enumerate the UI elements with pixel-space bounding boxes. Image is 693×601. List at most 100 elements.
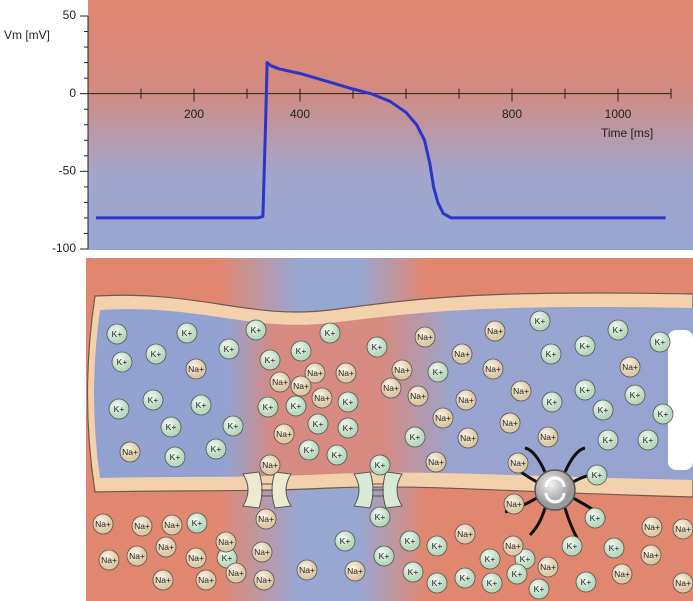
ion-label: Na+ <box>188 553 204 563</box>
ion-circle <box>537 426 559 448</box>
ion: K+ <box>373 545 395 567</box>
ion-label: Na+ <box>622 362 638 372</box>
ion: Na+ <box>537 426 559 448</box>
ion: K+ <box>186 512 208 534</box>
ion: Na+ <box>161 514 183 536</box>
ion: K+ <box>366 336 388 358</box>
ion: Na+ <box>335 362 357 384</box>
ion-label: K+ <box>598 405 609 415</box>
ion-circle <box>507 452 529 474</box>
ion-circle <box>607 319 629 341</box>
ion: Na+ <box>414 326 436 348</box>
ion-label: Na+ <box>502 418 518 428</box>
ion: Na+ <box>425 451 447 473</box>
ion: Na+ <box>255 508 277 530</box>
ion-circle <box>218 338 240 360</box>
channel-gate <box>372 483 384 497</box>
ion-circle <box>106 323 128 345</box>
ion-circle <box>111 351 133 373</box>
ion: K+ <box>307 413 329 435</box>
ion: Na+ <box>380 377 402 399</box>
ion: K+ <box>218 338 240 360</box>
ion-circle <box>672 572 693 594</box>
ion-label: Na+ <box>272 377 288 387</box>
ion-label: K+ <box>567 541 578 551</box>
ion-circle <box>366 336 388 358</box>
ion-circle <box>253 569 275 591</box>
ion: Na+ <box>98 549 120 571</box>
ion: K+ <box>597 429 619 451</box>
ion-circle <box>126 545 148 567</box>
ion-label: Na+ <box>158 542 174 552</box>
ion-label: Na+ <box>164 520 180 530</box>
ion-circle <box>541 391 563 413</box>
ion-label: Na+ <box>122 447 138 457</box>
ion: K+ <box>561 535 583 557</box>
ion: K+ <box>402 561 424 583</box>
x-tick-label: 800 <box>502 107 522 121</box>
ion-label: K+ <box>304 445 315 455</box>
channel-gate <box>261 483 273 497</box>
ion: K+ <box>652 403 674 425</box>
na-channel <box>242 471 292 509</box>
ion-circle <box>484 320 506 342</box>
ion: K+ <box>528 578 550 600</box>
ion-label: Na+ <box>258 514 274 524</box>
ion-circle <box>637 429 659 451</box>
ion-circle <box>142 389 164 411</box>
ion-label: K+ <box>580 341 591 351</box>
ion-circle <box>649 331 671 353</box>
x-axis-label: Time [ms] <box>601 126 653 140</box>
ion-label: Na+ <box>314 393 330 403</box>
ion: K+ <box>637 429 659 451</box>
ion: Na+ <box>455 389 477 411</box>
ion-circle <box>222 415 244 437</box>
ion-label: K+ <box>630 390 641 400</box>
ion-label: K+ <box>581 577 592 587</box>
ion: K+ <box>586 464 608 486</box>
ion-label: K+ <box>166 422 177 432</box>
ion-label: K+ <box>228 421 239 431</box>
ion-circle <box>561 535 583 557</box>
ion-circle <box>185 358 207 380</box>
ion-circle <box>164 446 186 468</box>
ion: Na+ <box>502 535 524 557</box>
ion-label: Na+ <box>643 550 659 560</box>
ion: Na+ <box>185 358 207 380</box>
ion-label: K+ <box>592 470 603 480</box>
ion-label: K+ <box>372 342 383 352</box>
ion: K+ <box>326 444 348 466</box>
ion: Na+ <box>259 454 281 476</box>
ion-circle <box>586 464 608 486</box>
ion: K+ <box>334 530 356 552</box>
ion: Na+ <box>269 371 291 393</box>
ion-label: Na+ <box>485 364 501 374</box>
ion: K+ <box>176 322 198 344</box>
ion-label: K+ <box>325 328 336 338</box>
ion: K+ <box>529 310 551 332</box>
ion-circle <box>326 444 348 466</box>
ion-label: Na+ <box>458 395 474 405</box>
ion-circle <box>574 379 596 401</box>
ion-circle <box>402 561 424 583</box>
ion-label: Na+ <box>198 575 214 585</box>
ion-label: Na+ <box>410 391 426 401</box>
y-tick-label: -50 <box>59 164 77 178</box>
ions: K+ K+ K+ K+ K+ K+ K+ K+ K+ K+ K+ K+ K+ K+ K+ K+ K+ K+ K+ K+… <box>92 310 693 600</box>
ion-circle <box>369 506 391 528</box>
ion: K+ <box>108 398 130 420</box>
ion-circle <box>479 548 501 570</box>
ion: K+ <box>142 389 164 411</box>
ion: Na+ <box>131 515 153 537</box>
ion-label: K+ <box>408 567 419 577</box>
ion: K+ <box>541 391 563 413</box>
ion-circle <box>502 535 524 557</box>
ion: Na+ <box>619 356 641 378</box>
ion-label: Na+ <box>256 575 272 585</box>
ion: K+ <box>164 446 186 468</box>
ion-label: K+ <box>546 349 557 359</box>
ion: K+ <box>574 379 596 401</box>
ion-circle <box>290 375 312 397</box>
ion-circle <box>152 569 174 591</box>
ion: K+ <box>222 415 244 437</box>
